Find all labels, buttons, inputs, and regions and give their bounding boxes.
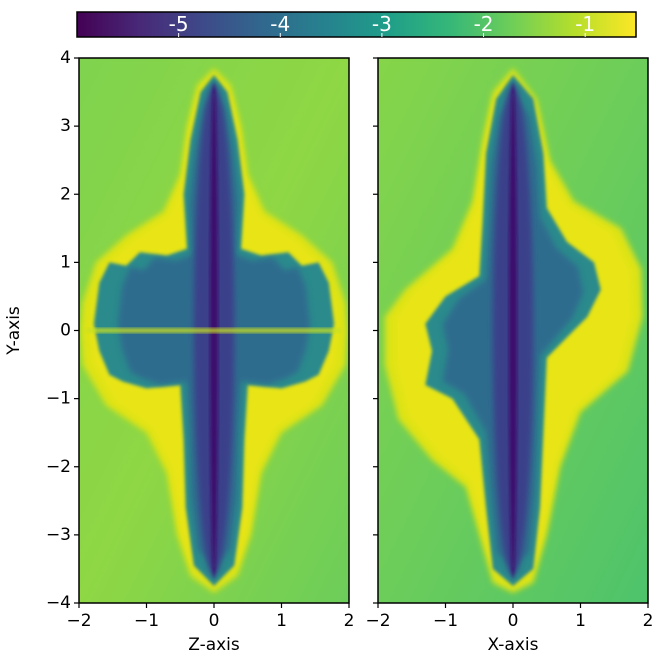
y-axis-label: Y-axis — [4, 306, 24, 356]
x-tick-label: 0 — [508, 611, 519, 631]
y-tick-label: −2 — [46, 457, 71, 477]
x-tick-label: 1 — [276, 611, 287, 631]
x-tick-label: 0 — [209, 611, 220, 631]
heatmap-image — [79, 58, 349, 603]
colorbar — [76, 11, 637, 38]
x-tick-label: 2 — [344, 611, 355, 631]
y-tick-label: 1 — [60, 252, 71, 272]
y-tick-label: −3 — [46, 525, 71, 545]
y-tick-label: −4 — [46, 593, 71, 613]
x-tick-label: 2 — [643, 611, 654, 631]
colorbar-tick-label: -4 — [270, 12, 290, 36]
colorbar-tick-label: -5 — [169, 12, 189, 36]
x-tick-label: −2 — [66, 611, 91, 631]
x-axis-label: X-axis — [488, 635, 539, 655]
colorbar-tick-label: -2 — [474, 12, 494, 36]
y-tick-label: 3 — [60, 116, 71, 136]
y-tick-label: 4 — [60, 48, 71, 68]
y-tick-label: 0 — [60, 321, 71, 341]
heatmap-image — [378, 58, 648, 603]
jet-core — [508, 81, 518, 580]
colorbar-tick-label: -3 — [372, 12, 392, 36]
y-tick-label: 2 — [60, 184, 71, 204]
x-axis-label: Z-axis — [188, 635, 240, 655]
x-tick-label: −1 — [433, 611, 458, 631]
y-tick-label: −1 — [46, 389, 71, 409]
x-tick-label: −2 — [365, 611, 390, 631]
x-tick-label: 1 — [575, 611, 586, 631]
x-tick-label: −1 — [134, 611, 159, 631]
equatorial-streak — [87, 328, 341, 333]
colorbar-tick-label: -1 — [575, 12, 595, 36]
